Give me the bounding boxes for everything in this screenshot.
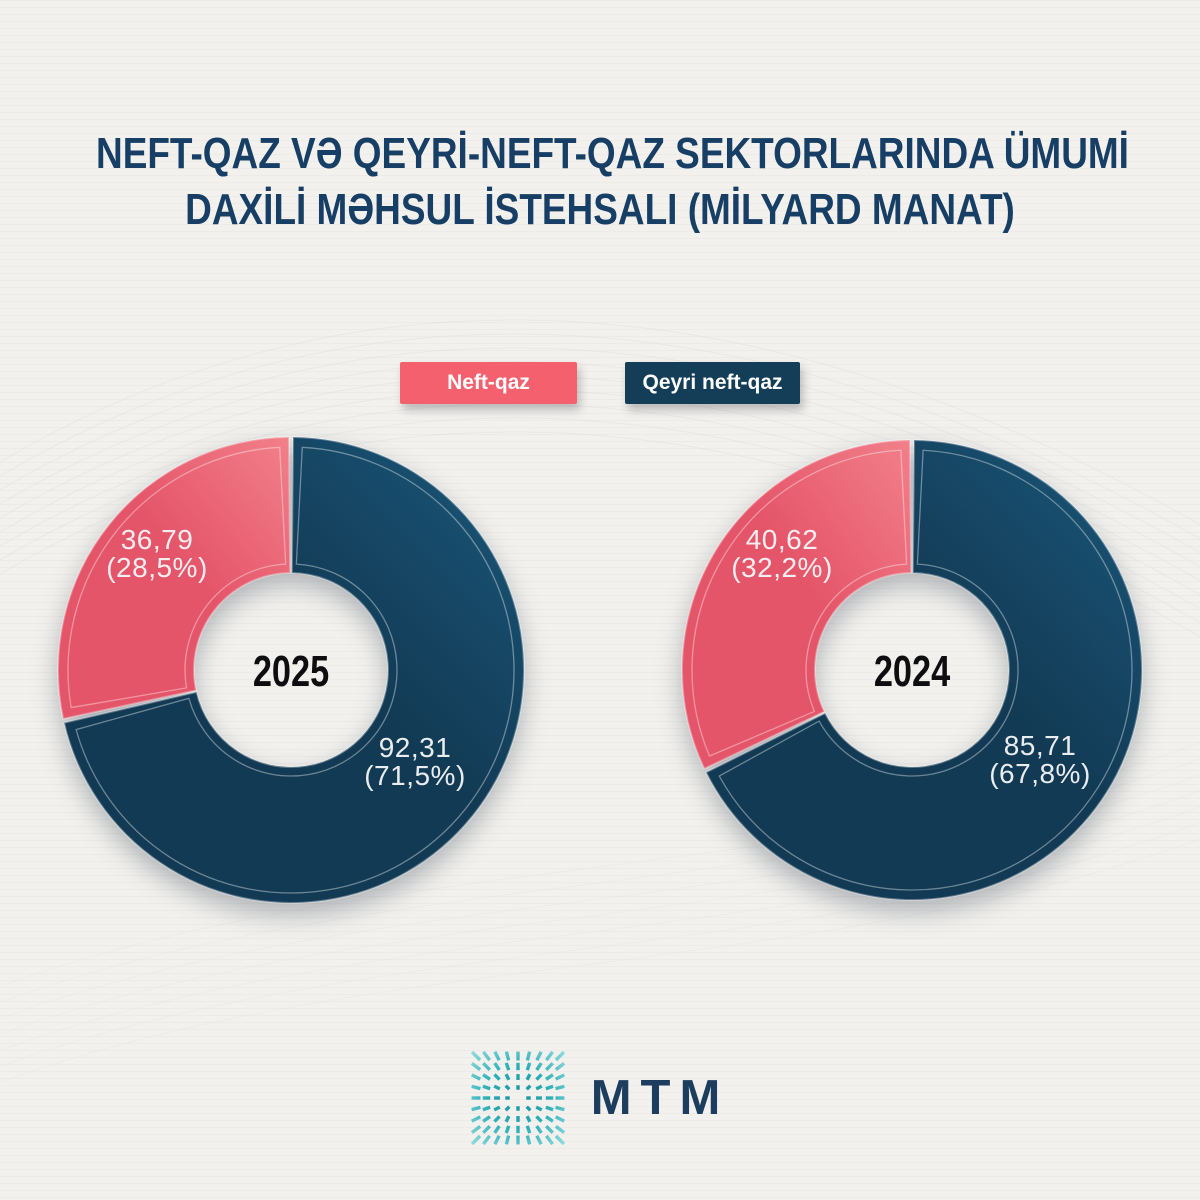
slice-inset-outline-2025-0 <box>75 446 515 894</box>
donut-2024-qeyri-neft-qaz-label: 85,71 (67,8%) <box>989 732 1091 788</box>
value-text: 36,79 <box>120 524 194 555</box>
slice-inset-outline-2024-0 <box>718 449 1133 891</box>
value-text: 85,71 <box>1003 730 1077 761</box>
slice-2025-1 <box>57 436 292 720</box>
slice-2024-0 <box>705 439 1143 901</box>
mtm-logo-text: MTM <box>590 1071 730 1125</box>
slice-2024-1 <box>681 439 913 770</box>
donut-2025-center-label: 2025 <box>252 647 330 696</box>
legend-item-qeyri-neft-qaz[interactable]: Qeyri neft-qaz <box>625 362 800 404</box>
donut-2025-neft-qaz-label: 36,79 (28,5%) <box>106 526 208 582</box>
page-title: NEFT-QAZ VƏ QEYRİ-NEFT-QAZ SEKTORLARINDA… <box>96 126 1129 238</box>
slice-2025-0 <box>63 436 525 904</box>
donut-chart-2025: 2025 92,31 (71,5%) 36,79 (28,5%) <box>31 410 551 930</box>
slice-inset-outline-2024-1 <box>691 449 908 757</box>
value-text: 40,62 <box>745 524 819 555</box>
mtm-logo-icon <box>470 1051 565 1145</box>
title-line-2: DAXİLİ MƏHSUL İSTEHSALI (MİLYARD MANAT) <box>185 185 1015 234</box>
percent-text: (71,5%) <box>364 760 466 791</box>
donut-2024-svg <box>681 439 1143 901</box>
donut-2025-qeyri-neft-qaz-label: 92,31 (71,5%) <box>364 734 466 790</box>
percent-text: (28,5%) <box>106 552 208 583</box>
donut-2024-center-label: 2024 <box>873 647 951 696</box>
legend-item-neft-qaz[interactable]: Neft-qaz <box>400 362 577 404</box>
donut-chart-2024: 2024 85,71 (67,8%) 40,62 (32,2%) <box>652 410 1172 930</box>
donut-2025-svg <box>57 436 525 904</box>
value-text: 92,31 <box>378 732 452 763</box>
percent-text: (67,8%) <box>989 758 1091 789</box>
percent-text: (32,2%) <box>731 552 833 583</box>
footer-brand: MTM <box>0 1051 1200 1145</box>
slice-inset-outline-2025-1 <box>67 446 287 709</box>
donut-2024-neft-qaz-label: 40,62 (32,2%) <box>731 526 833 582</box>
title-line-1: NEFT-QAZ VƏ QEYRİ-NEFT-QAZ SEKTORLARINDA… <box>96 129 1129 178</box>
legend: Neft-qaz Qeyri neft-qaz <box>0 362 1200 404</box>
